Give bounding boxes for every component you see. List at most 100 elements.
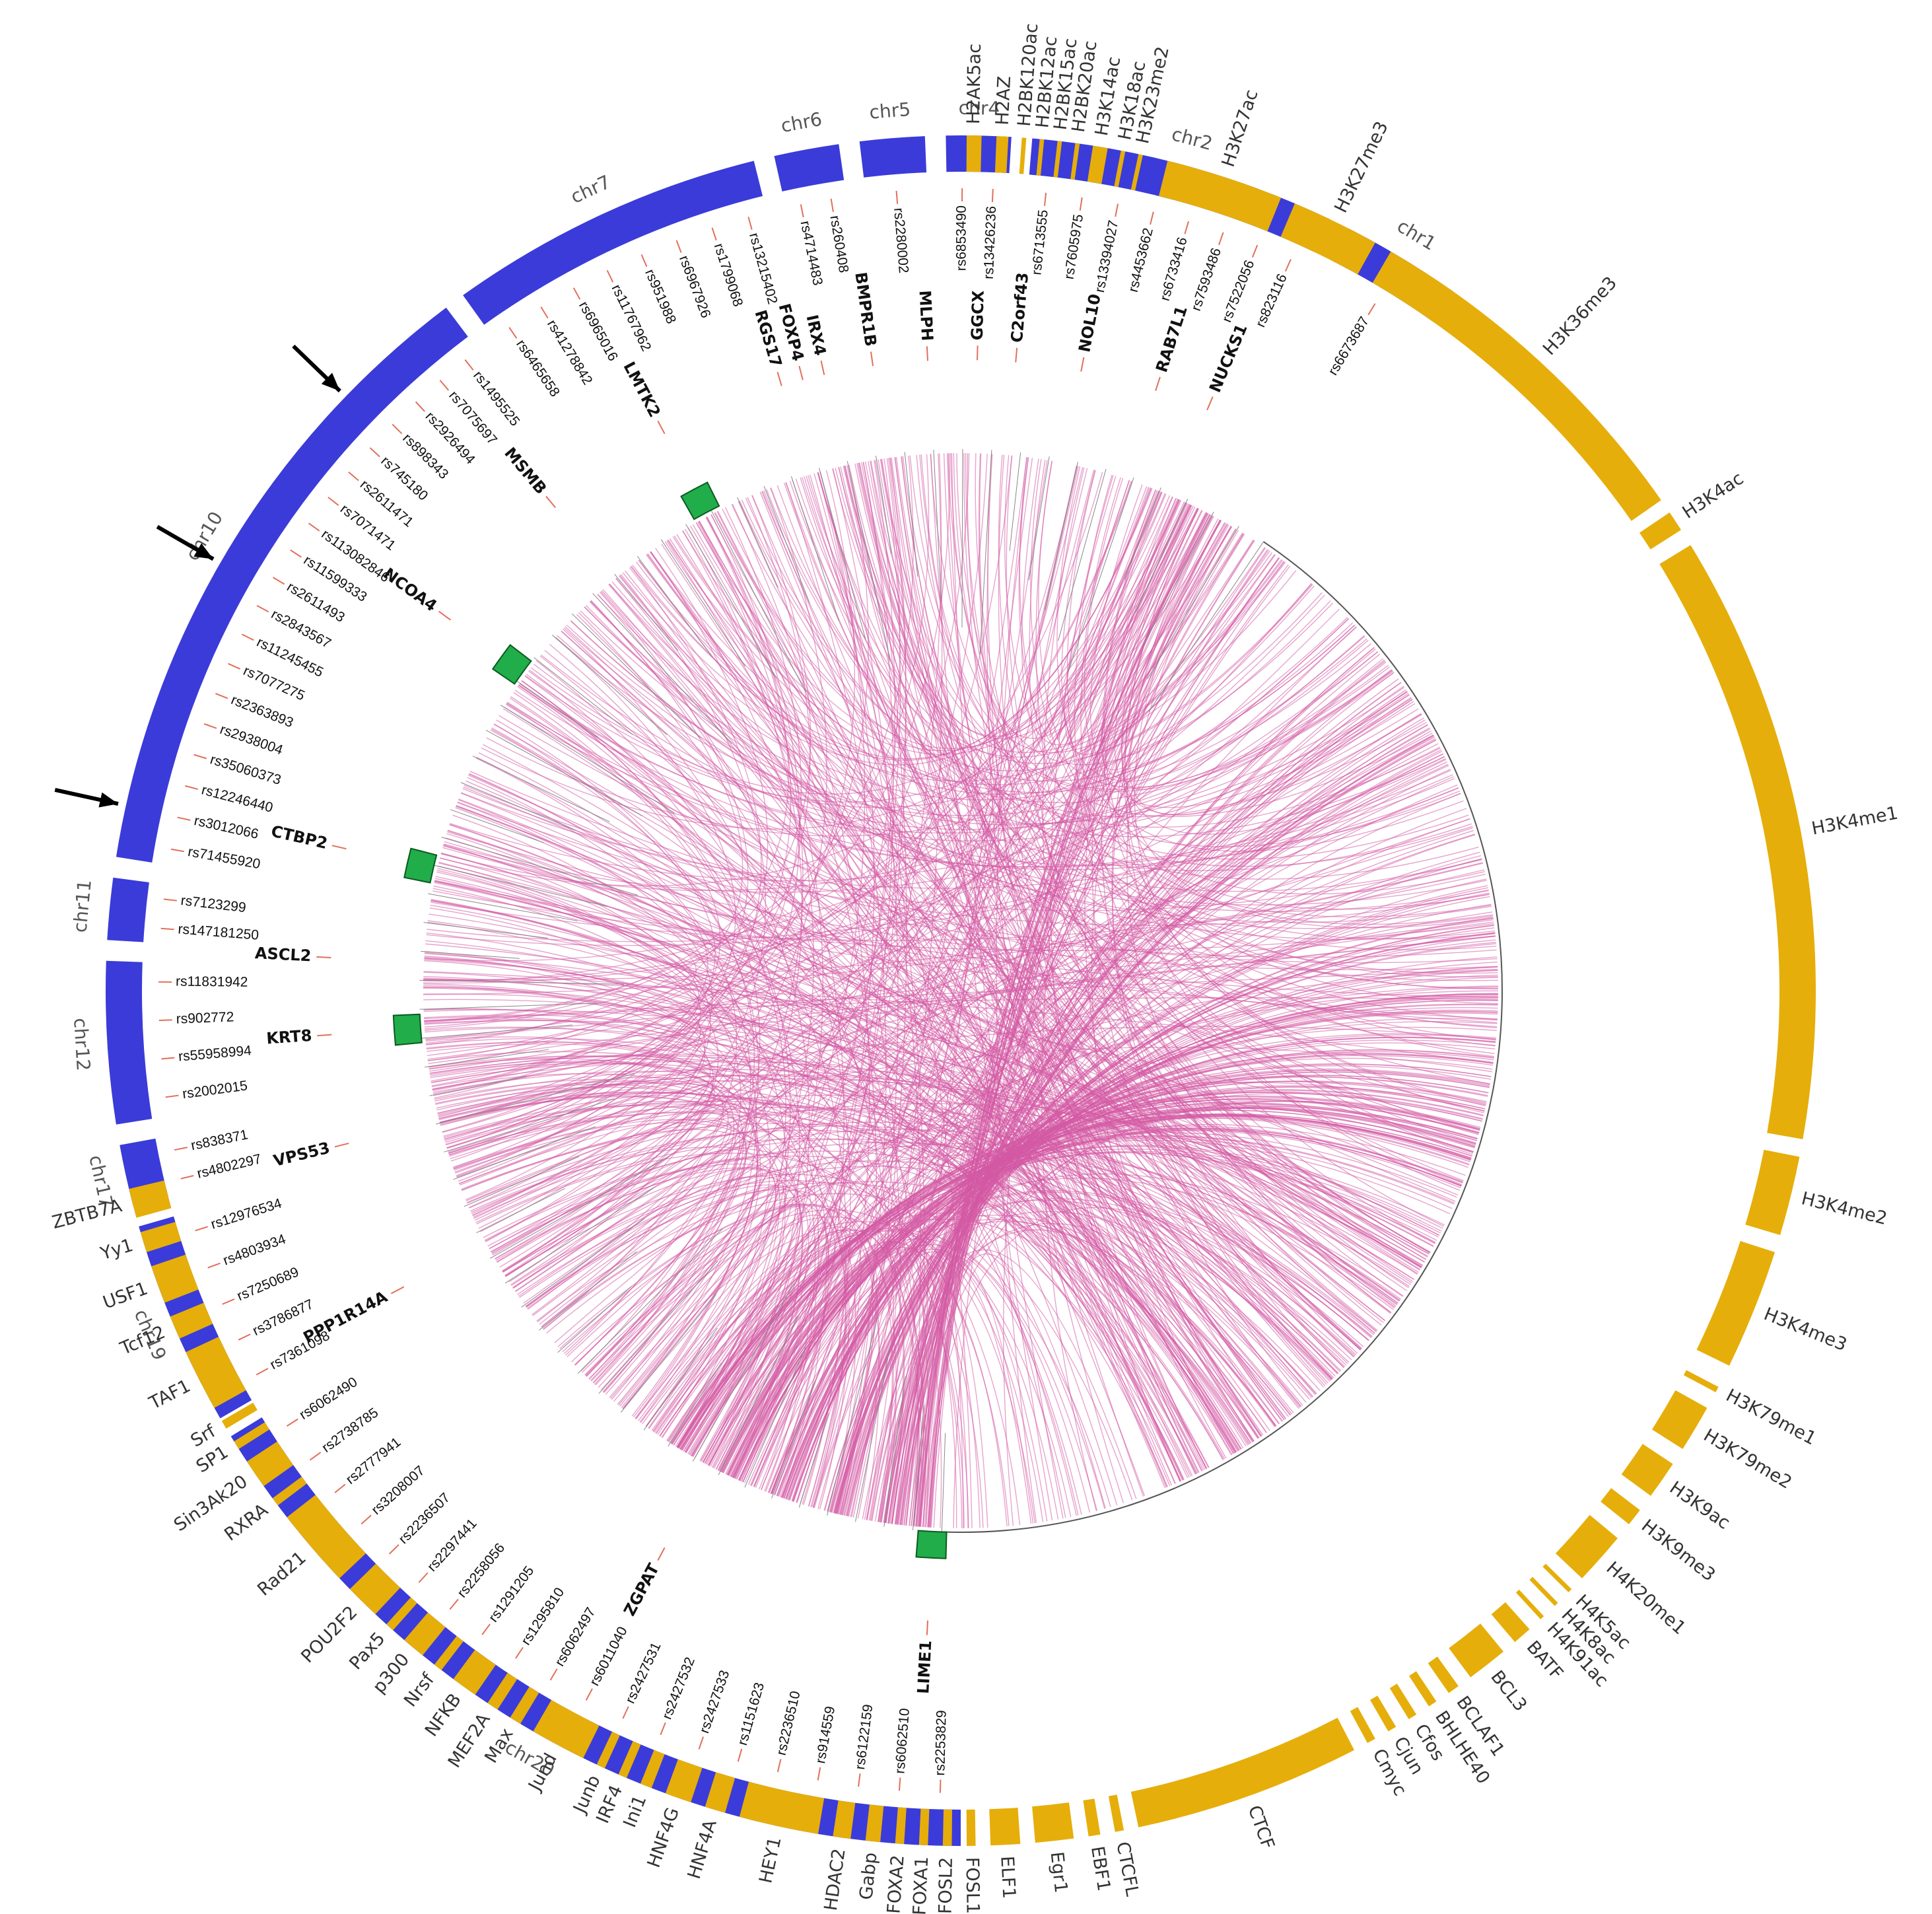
- gene-tick: [657, 420, 666, 435]
- snp-label: rs6062510: [892, 1708, 913, 1775]
- ribbon: [739, 500, 1495, 1054]
- gene-label: LMTK2: [619, 359, 664, 420]
- ribbon: [524, 676, 1242, 1450]
- spoke: [1147, 526, 1239, 680]
- ribbon: [423, 1014, 711, 1253]
- ribbon: [943, 453, 1207, 1470]
- gene-label: C2orf43: [1008, 271, 1032, 343]
- ribbon: [1126, 514, 1461, 1191]
- mark-block: [1529, 1577, 1558, 1606]
- spoke: [771, 1380, 816, 1499]
- ribbon: [659, 1229, 862, 1508]
- chromosome-label: chr12: [69, 1017, 94, 1071]
- spoke: [434, 865, 608, 907]
- mark-label: H2AZ: [992, 75, 1016, 125]
- ribbon: [557, 1204, 924, 1527]
- spoke: [421, 1024, 573, 1039]
- ribbon: [444, 526, 1233, 1140]
- snp-tick: [177, 816, 191, 821]
- snp-tick: [286, 1418, 298, 1427]
- gene-tick: [1015, 347, 1018, 363]
- gene-label: BMPR1B: [851, 271, 880, 347]
- spoke: [1028, 456, 1050, 581]
- ribbon: [584, 606, 1487, 905]
- snp-tick: [388, 1544, 399, 1555]
- ribbon: [722, 509, 1344, 1368]
- spoke: [534, 657, 633, 735]
- ribbon: [742, 462, 894, 1483]
- ribbon: [611, 581, 1427, 1260]
- mark-block: [895, 1807, 907, 1845]
- snp-label: rs2002015: [182, 1078, 248, 1102]
- snp-tick: [540, 306, 549, 319]
- snp-label: rs2938004: [218, 722, 285, 758]
- ribbon: [874, 460, 1262, 1437]
- snp-tick: [1284, 259, 1292, 272]
- snp-tick: [898, 1777, 901, 1791]
- ribbon: [423, 986, 1369, 1341]
- spoke: [854, 1347, 891, 1522]
- chromosome-block: [107, 877, 149, 942]
- ribbon: [727, 1235, 851, 1486]
- mark-block: [287, 1495, 366, 1578]
- spoke: [827, 1317, 878, 1516]
- ribbon: [512, 1180, 1072, 1517]
- ribbon: [565, 521, 804, 1356]
- ribbon: [880, 459, 1375, 1334]
- gene-label: NUCKS1: [1206, 321, 1251, 395]
- ribbon: [771, 1245, 879, 1508]
- snp-tick: [1043, 192, 1047, 206]
- snp-tick: [830, 198, 834, 212]
- snp-tick: [515, 1647, 524, 1659]
- ribbon: [1089, 484, 1416, 808]
- mark-block: [1019, 137, 1027, 174]
- snp-tick: [939, 1779, 942, 1793]
- spoke: [904, 452, 918, 577]
- mark-block: [1683, 1370, 1719, 1392]
- mark-block: [865, 1804, 884, 1843]
- interaction-ribbons: [423, 453, 1499, 1529]
- ribbon: [563, 629, 810, 1470]
- snp-tick: [606, 269, 614, 283]
- gene-tick: [438, 610, 451, 621]
- snp-label: rs2258056: [454, 1540, 508, 1600]
- spoke: [692, 1283, 795, 1462]
- mark-block: [1389, 1684, 1417, 1719]
- ribbon: [1006, 455, 1395, 1309]
- ribbon: [423, 972, 1342, 1372]
- snp-tick: [800, 204, 804, 218]
- ribbon: [894, 457, 1202, 1471]
- mark-label: ELF1: [996, 1855, 1019, 1899]
- snp-label: rs1295810: [518, 1585, 567, 1648]
- snp-tick: [222, 1298, 235, 1305]
- spoke: [710, 510, 806, 692]
- snp-label: rs4803934: [221, 1231, 288, 1268]
- ribbon: [433, 885, 771, 1438]
- spoke: [643, 1328, 718, 1431]
- mark-block: [1108, 1794, 1124, 1832]
- ribbon: [434, 880, 1462, 1187]
- snp-label: rs2427532: [660, 1655, 698, 1722]
- snp-tick: [464, 359, 474, 371]
- ribbon: [561, 631, 1385, 1322]
- snp-label: rs2777941: [343, 1435, 404, 1487]
- mark-block: [833, 1800, 856, 1839]
- ribbon: [922, 1207, 1357, 1528]
- snp-tick: [241, 633, 254, 641]
- mark-block: [434, 1636, 464, 1670]
- gene-tick: [317, 1034, 332, 1037]
- gene-tick: [870, 351, 874, 367]
- spoke: [504, 1186, 656, 1284]
- snp-label: rs914559: [813, 1705, 838, 1765]
- snp-tick: [165, 1094, 179, 1098]
- ribbon: [848, 464, 1428, 1258]
- ribbon: [519, 683, 1412, 841]
- spoke: [1068, 477, 1134, 672]
- mark-block: [1408, 1671, 1437, 1707]
- snp-tick: [737, 1748, 743, 1762]
- ribbon: [870, 1256, 929, 1526]
- snp-tick: [203, 723, 217, 729]
- ribbon: [566, 624, 1405, 826]
- gene-label: ASCL2: [254, 944, 312, 965]
- snp-tick: [334, 1483, 346, 1493]
